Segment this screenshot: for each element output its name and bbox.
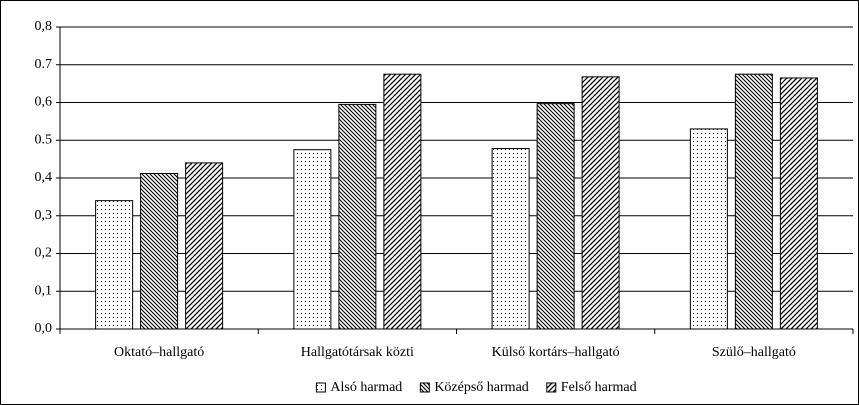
y-tick-label: 0,2: [35, 246, 53, 261]
legend-label: Alsó harmad: [330, 380, 402, 395]
y-tick-label: 0,0: [35, 321, 53, 336]
legend-label: Felső harmad: [561, 380, 637, 395]
bar: [536, 103, 575, 330]
y-tick-label: 0,8: [35, 19, 53, 34]
x-tick-label: Külső kortárs–hallgató: [492, 345, 620, 360]
legend-swatch: [315, 382, 326, 393]
bar: [581, 76, 620, 330]
x-tick-label: Hallgatótársak közti: [301, 345, 414, 360]
legend-swatch: [419, 382, 430, 393]
y-tick-label: 0,1: [35, 283, 53, 298]
bar: [779, 77, 818, 330]
y-tick-label: 0,6: [35, 95, 53, 110]
bar: [383, 73, 422, 330]
y-tick-label: 0.5: [35, 132, 53, 147]
x-tick-label: Szülő–hallgató: [712, 345, 796, 360]
y-tick-label: 0.7: [35, 57, 53, 72]
y-tick-label: 0,3: [35, 208, 53, 223]
bar: [338, 103, 377, 330]
bar: [689, 128, 728, 330]
y-tick-label: 0,4: [35, 170, 53, 185]
bar: [491, 148, 530, 330]
bar: [293, 149, 332, 330]
x-tick-label: Oktató–hallgató: [114, 345, 204, 360]
bar: [140, 172, 179, 330]
bar: [185, 162, 224, 330]
legend-swatch: [546, 382, 557, 393]
bar: [95, 200, 134, 330]
bar: [734, 73, 773, 330]
legend-label: Középső harmad: [434, 380, 528, 395]
